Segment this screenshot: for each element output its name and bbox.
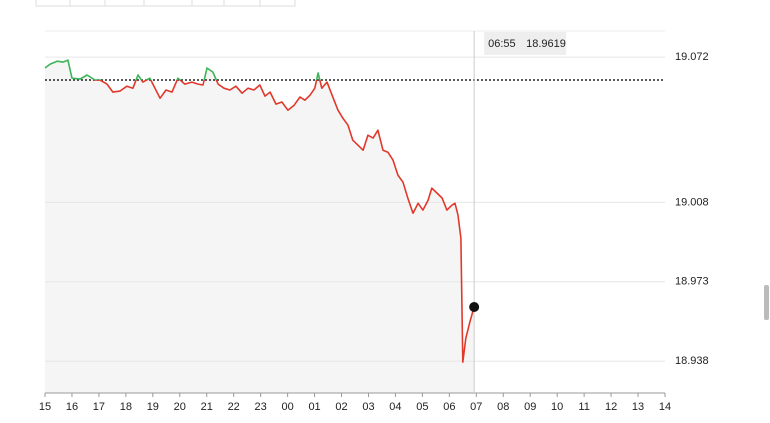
x-tick-label: 13 xyxy=(632,401,644,413)
x-tick-label: 10 xyxy=(551,401,563,413)
x-tick-label: 22 xyxy=(228,401,240,413)
x-tick-label: 16 xyxy=(66,401,78,413)
x-tick-label: 07 xyxy=(470,401,482,413)
tab[interactable] xyxy=(35,0,71,7)
x-tick-label: 14 xyxy=(659,401,671,413)
x-tick-label: 02 xyxy=(335,401,347,413)
x-tick-label: 00 xyxy=(281,401,293,413)
x-tick-label: 03 xyxy=(362,401,374,413)
y-tick-label: 19.008 xyxy=(675,196,709,208)
y-tick-label: 18.938 xyxy=(675,355,709,367)
x-tick-label: 09 xyxy=(524,401,536,413)
x-tick-label: 05 xyxy=(416,401,428,413)
x-tick-label: 18 xyxy=(120,401,132,413)
tooltip-time: 06:55 xyxy=(488,38,516,50)
price-line xyxy=(44,59,475,363)
y-tick-label: 19.072 xyxy=(675,51,709,63)
toolbar-tabs xyxy=(35,0,296,7)
tab[interactable] xyxy=(69,0,106,7)
y-tick-label: 18.973 xyxy=(675,276,709,288)
x-tick-label: 12 xyxy=(605,401,617,413)
scrollbar[interactable] xyxy=(764,285,769,320)
x-tick-label: 04 xyxy=(389,401,401,413)
x-tick-label: 21 xyxy=(201,401,213,413)
tab[interactable] xyxy=(223,0,261,7)
x-tick-label: 19 xyxy=(147,401,159,413)
x-tick-label: 20 xyxy=(174,401,186,413)
tooltip-box xyxy=(484,32,567,55)
tooltip-value: 18.9619 xyxy=(526,38,566,50)
area xyxy=(45,60,475,393)
x-tick-label: 01 xyxy=(308,401,320,413)
x-tick-label: 17 xyxy=(93,401,105,413)
x-tick-label: 11 xyxy=(578,401,589,413)
tab[interactable] xyxy=(143,0,193,7)
x-tick-label: 15 xyxy=(39,401,51,413)
x-tick-label: 23 xyxy=(255,401,267,413)
x-tick-label: 08 xyxy=(497,401,509,413)
x-tick-label: 06 xyxy=(443,401,455,413)
tab[interactable] xyxy=(104,0,145,7)
crosshair-dot xyxy=(469,301,480,312)
tab[interactable] xyxy=(191,0,225,7)
tab[interactable] xyxy=(259,0,296,7)
